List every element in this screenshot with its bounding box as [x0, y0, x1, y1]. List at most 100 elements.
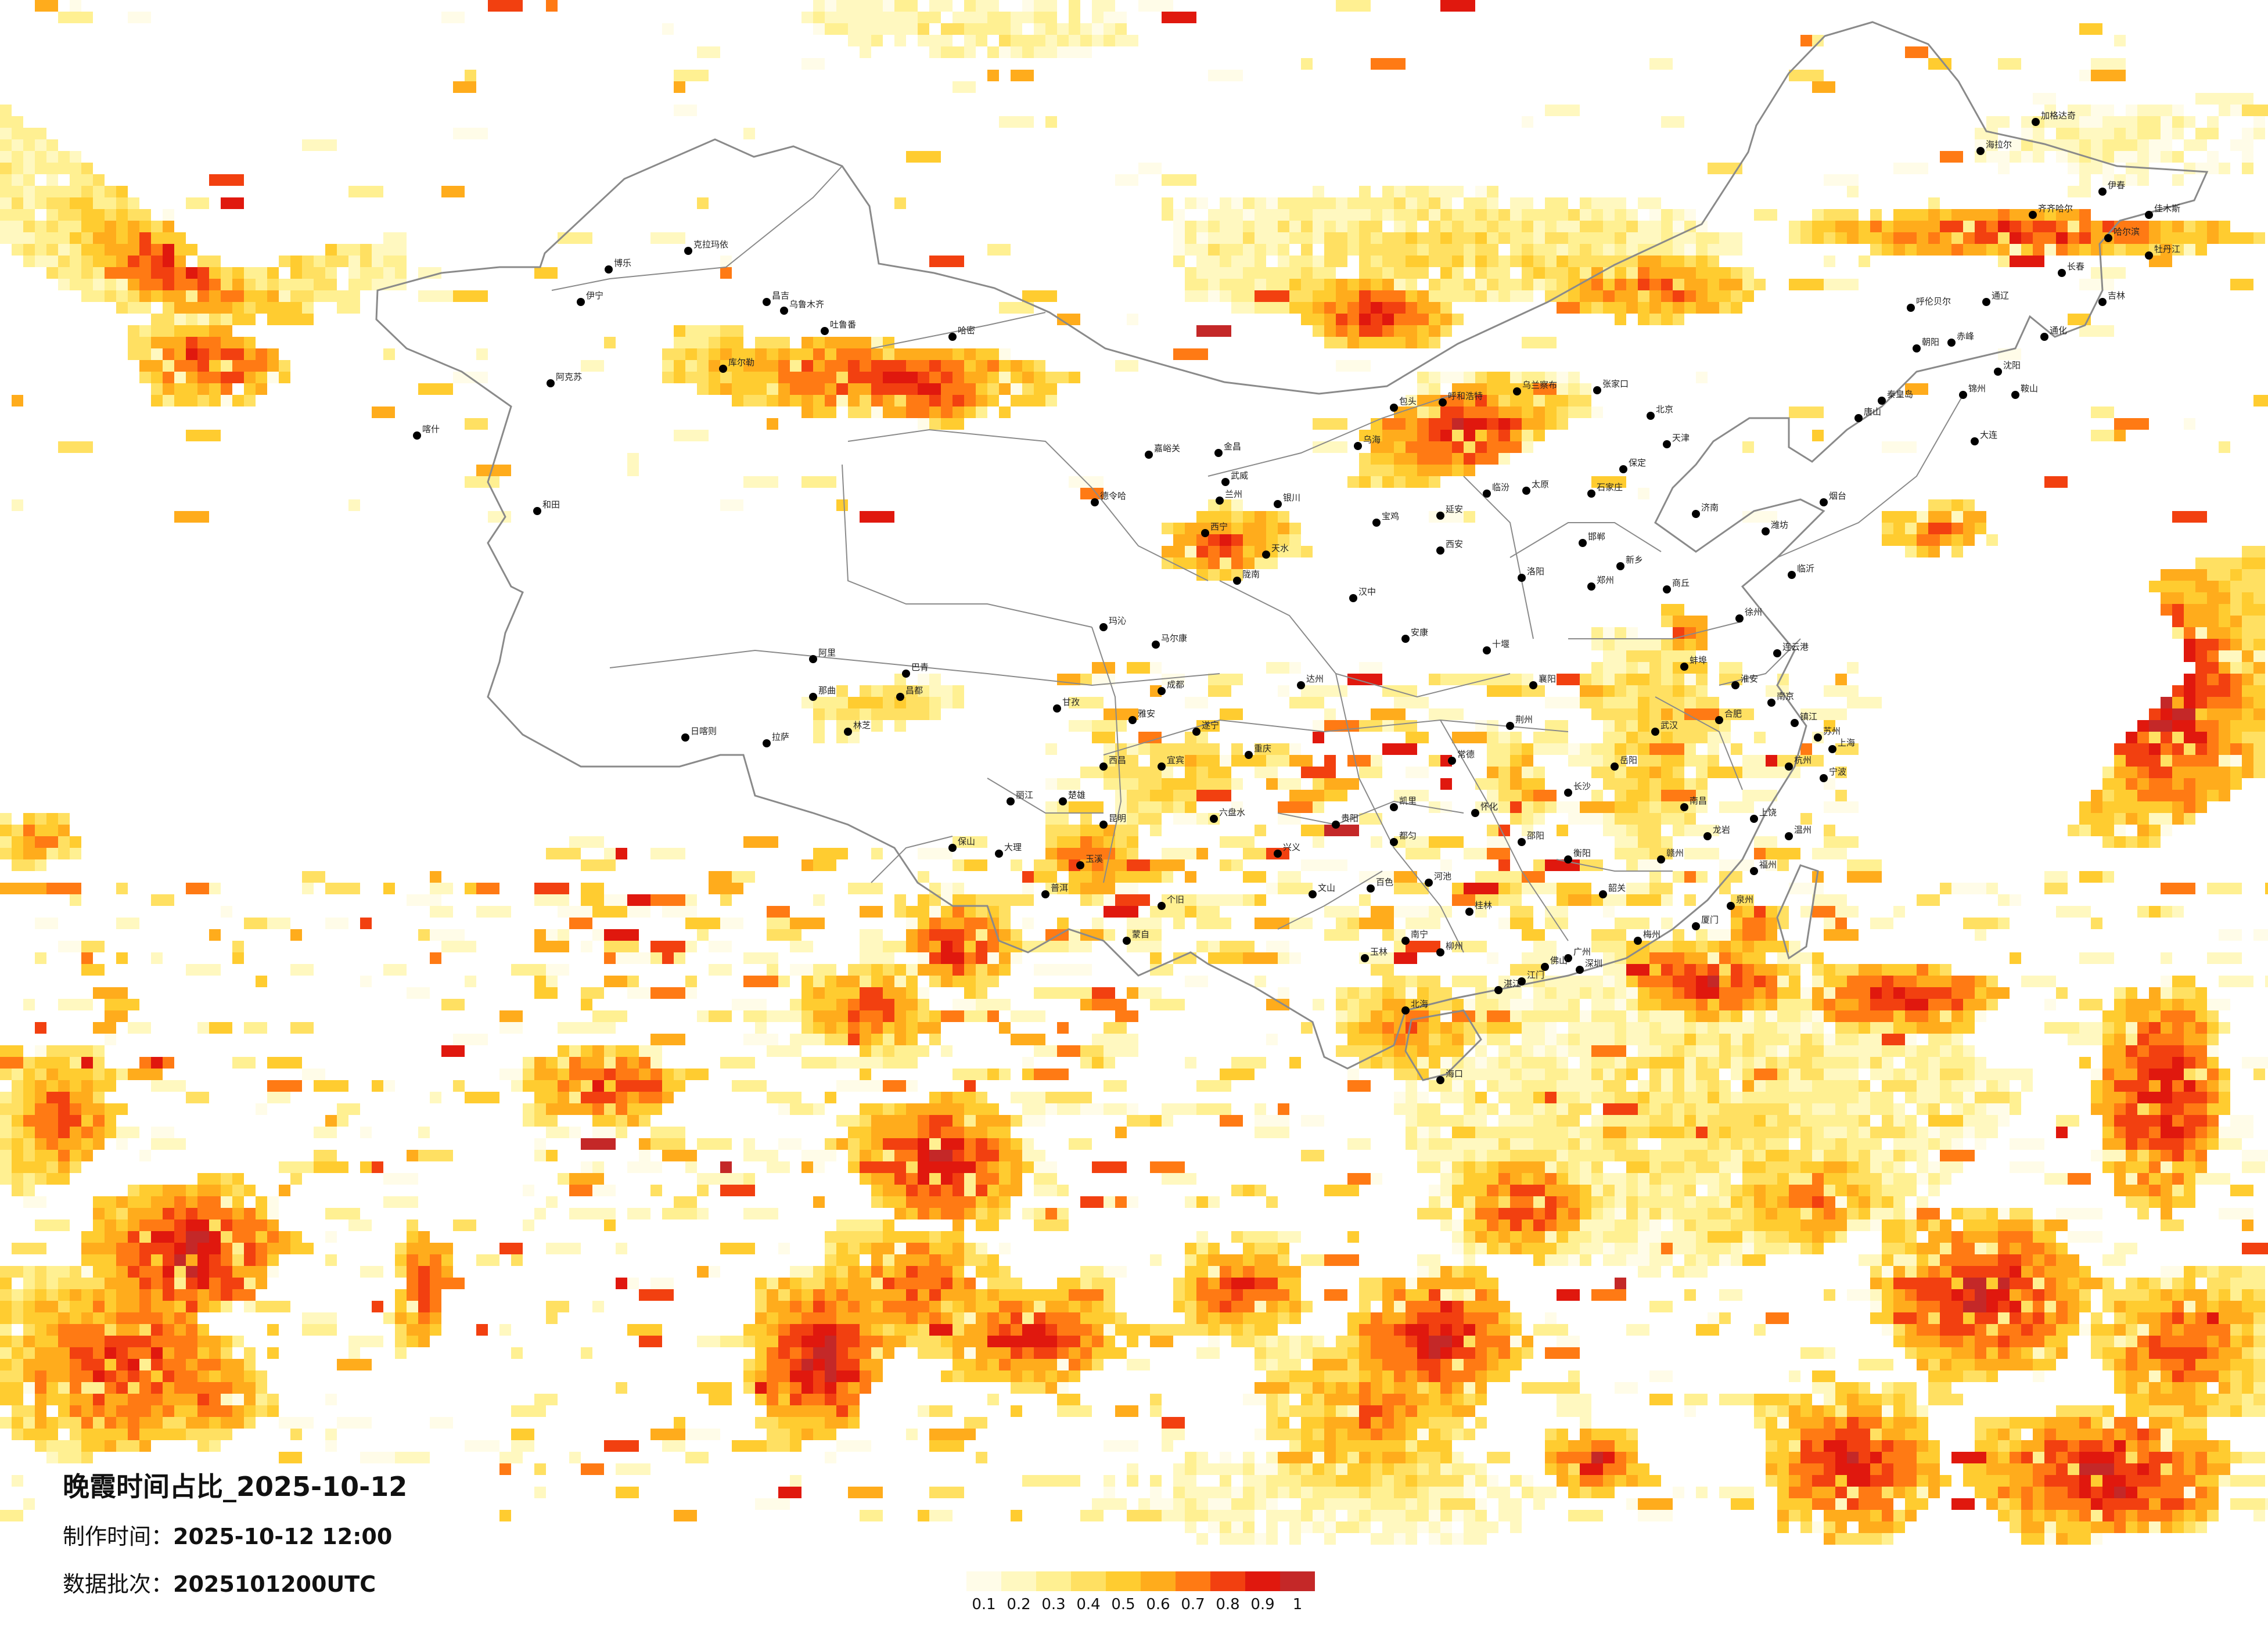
heat-cell	[1963, 534, 1975, 546]
heat-cell	[894, 1103, 906, 1115]
heat-cell	[2091, 221, 2102, 232]
heat-cell	[720, 894, 732, 906]
heat-cell	[2033, 93, 2044, 105]
heat-cell	[836, 1010, 848, 1022]
heat-cell	[976, 12, 987, 23]
heat-cell	[2195, 697, 2207, 708]
heat-cell	[2068, 1034, 2079, 1045]
heat-cell	[1220, 244, 1231, 256]
heat-cell	[581, 859, 592, 871]
heat-cell	[1034, 1092, 1045, 1103]
heat-cell	[953, 1115, 964, 1127]
heat-cell	[709, 964, 720, 976]
heat-cell	[2010, 1069, 2021, 1080]
heat-cell	[2126, 163, 2137, 174]
heat-cell	[929, 46, 941, 58]
heat-cell	[2172, 743, 2184, 755]
heat-cell	[2219, 755, 2230, 767]
heat-cell	[1777, 1080, 1789, 1092]
heat-cell	[1011, 1034, 1022, 1045]
heat-cell	[2242, 546, 2253, 557]
heat-cell	[1034, 0, 1045, 12]
heat-cell	[1824, 1092, 1835, 1103]
heat-cell	[0, 209, 12, 221]
heat-cell	[1696, 1069, 1708, 1080]
heat-cell	[848, 976, 860, 987]
heat-cell	[418, 987, 430, 999]
heat-cell	[2253, 592, 2265, 604]
heat-cell	[2161, 1069, 2172, 1080]
heat-cell	[1510, 1057, 1522, 1069]
heat-cell	[151, 325, 163, 337]
heat-cell	[1940, 534, 1951, 546]
heat-cell	[453, 290, 465, 302]
heat-cell	[1975, 232, 1986, 244]
heat-cell	[953, 906, 964, 918]
heat-cell	[1696, 1010, 1708, 1022]
heat-cell	[186, 279, 197, 290]
heat-cell	[558, 894, 569, 906]
heat-cell	[1661, 314, 1673, 325]
heat-cell	[2172, 720, 2184, 732]
heat-cell	[1986, 1103, 1998, 1115]
heat-cell	[767, 918, 778, 929]
heat-cell	[1464, 0, 1475, 12]
heat-cell	[534, 267, 546, 279]
heat-cell	[860, 35, 871, 46]
heat-cell	[1638, 232, 1649, 244]
heat-cell	[46, 918, 58, 929]
heat-cell	[1475, 186, 1487, 197]
heat-cell	[1243, 302, 1255, 314]
heat-cell	[1220, 1080, 1231, 1092]
heat-cell	[2161, 1057, 2172, 1069]
heat-cell	[58, 825, 70, 836]
heat-cell	[755, 952, 767, 964]
heat-cell	[1859, 1103, 1870, 1115]
heat-cell	[2207, 581, 2219, 592]
heat-cell	[1754, 1092, 1766, 1103]
heat-cell	[1498, 1092, 1510, 1103]
heat-cell	[1382, 244, 1394, 256]
heat-cell	[23, 859, 35, 871]
heat-cell	[1336, 256, 1347, 267]
heat-cell	[2207, 720, 2219, 732]
heat-cell	[1905, 534, 1917, 546]
heat-cell	[2149, 767, 2161, 778]
heat-cell	[1824, 894, 1835, 906]
heat-cell	[1371, 209, 1382, 221]
heat-cell	[953, 918, 964, 929]
heat-cell	[964, 952, 976, 964]
heat-cell	[674, 894, 685, 906]
heat-cell	[1220, 267, 1231, 279]
heat-cell	[871, 1045, 883, 1057]
heat-cell	[23, 999, 35, 1010]
heat-cell	[1057, 1045, 1069, 1057]
heat-cell	[1545, 999, 1557, 1010]
heat-cell	[1243, 290, 1255, 302]
heat-cell	[2219, 569, 2230, 581]
heat-cell	[58, 244, 70, 256]
heat-cell	[918, 894, 929, 906]
heat-cell	[1568, 1080, 1580, 1092]
heat-cell	[906, 918, 918, 929]
heat-cell	[256, 290, 267, 302]
heat-cell	[1034, 46, 1045, 58]
heat-cell	[1127, 35, 1138, 46]
heat-cell	[2137, 790, 2149, 801]
heat-cell	[1092, 1034, 1104, 1045]
heat-cell	[1359, 256, 1371, 267]
heat-cell	[476, 1092, 488, 1103]
heat-cell	[1975, 244, 1986, 256]
heat-cell	[2207, 685, 2219, 697]
heat-cell	[2184, 139, 2195, 151]
heat-cell	[2161, 976, 2172, 987]
heat-cell	[1208, 221, 1220, 232]
heat-cell	[1708, 256, 1719, 267]
heat-cell	[1847, 662, 1859, 674]
heat-cell	[2253, 929, 2265, 941]
heat-cell	[1847, 1022, 1859, 1034]
heat-cell	[697, 197, 709, 209]
heat-cell	[1800, 221, 1812, 232]
heat-cell	[1533, 221, 1545, 232]
heat-cell	[1615, 267, 1626, 279]
